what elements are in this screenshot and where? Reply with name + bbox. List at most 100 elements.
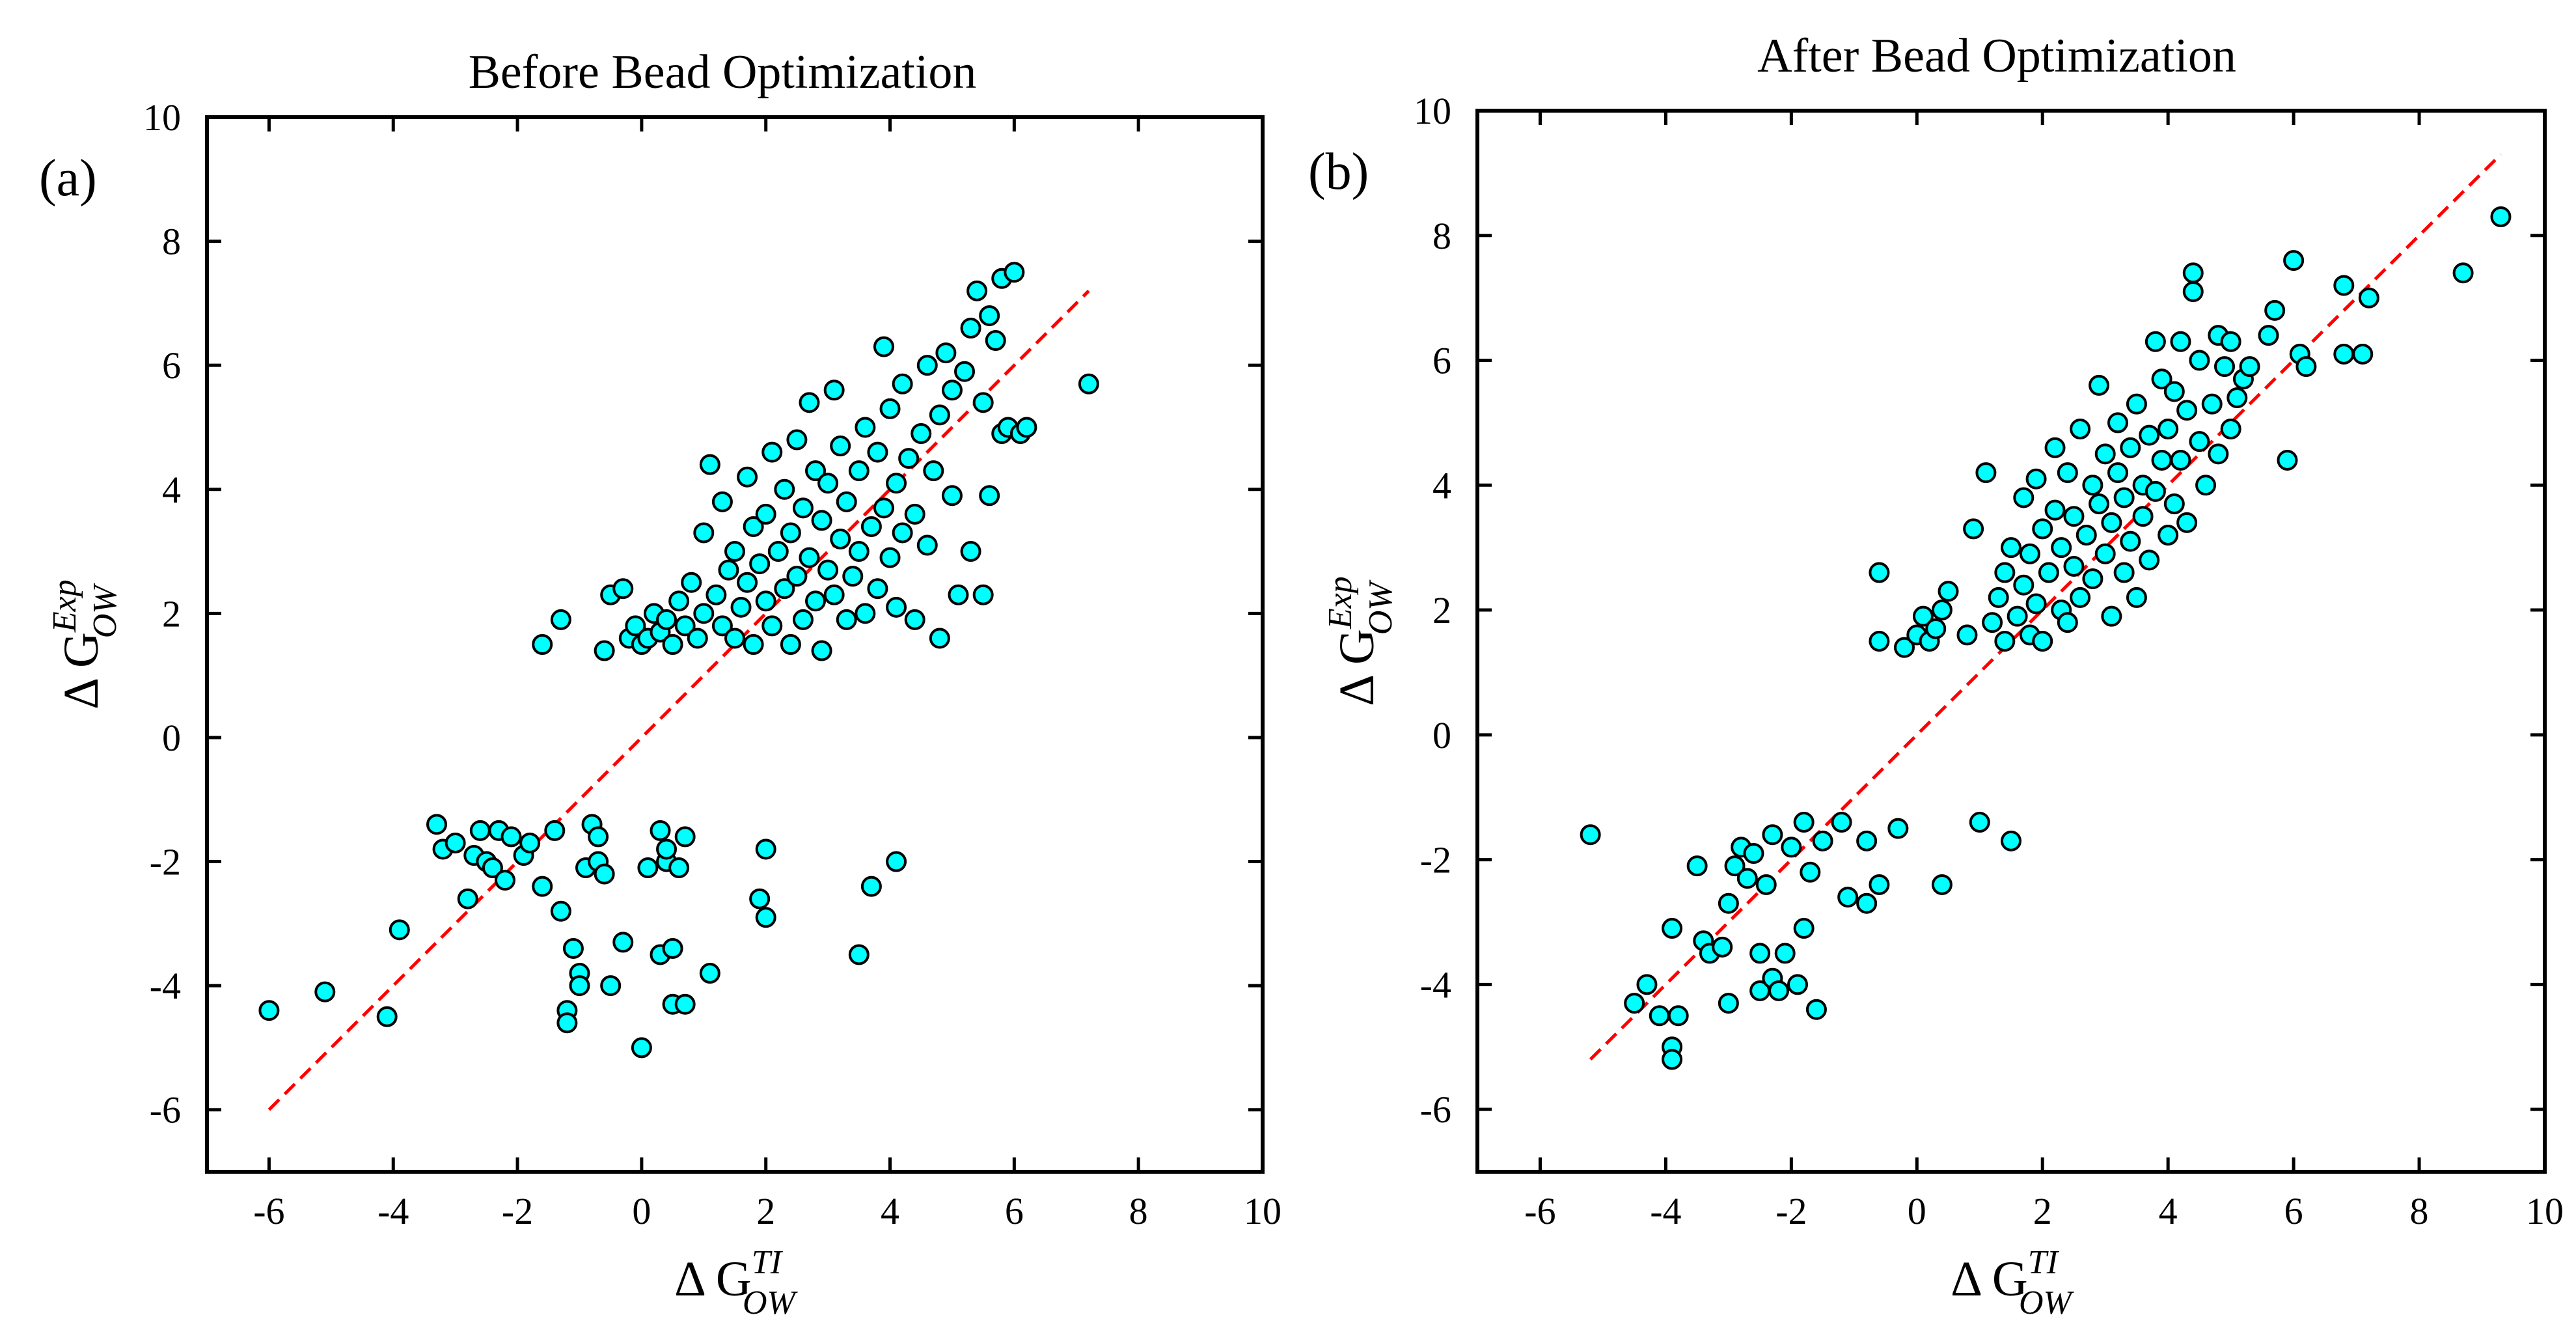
data-point (668, 590, 690, 612)
data-point (594, 640, 615, 661)
plot-frame (205, 115, 1265, 1174)
data-point (855, 417, 876, 438)
data-point (2490, 206, 2512, 227)
data-point (2107, 462, 2128, 484)
data-point (2107, 412, 2128, 434)
x-tick-label: 2 (756, 1190, 775, 1232)
data-point (830, 436, 851, 457)
data-point (1963, 518, 1984, 540)
data-point (836, 609, 857, 630)
x-tick-label: 8 (1129, 1190, 1148, 1232)
data-point (662, 634, 683, 655)
data-point (2057, 462, 2078, 484)
data-point (693, 603, 715, 624)
data-point (656, 609, 678, 630)
data-point (674, 615, 696, 637)
data-point (2057, 612, 2078, 633)
data-point (743, 634, 764, 655)
y-axis-label-sup: Exp (1322, 576, 1359, 629)
data-point (2001, 830, 2021, 851)
data-point (929, 404, 950, 426)
data-point (532, 876, 553, 897)
data-point (755, 503, 776, 525)
data-point (2082, 475, 2103, 496)
data-point (2452, 262, 2474, 284)
data-point (1925, 618, 1947, 639)
data-point (1580, 824, 1601, 846)
data-point (1667, 1005, 1689, 1027)
data-point (886, 473, 907, 494)
data-point (2126, 587, 2147, 608)
identity-line (267, 290, 1090, 1111)
data-point (1736, 868, 1758, 889)
data-point (1800, 861, 1821, 883)
panel-b: -6 -4 -2 0 2 4 6 8 10 -6 -4 -2 0 2 4 6 8 10 After Bead Opt… (1308, 29, 2564, 1321)
data-point (1686, 855, 1708, 877)
data-point (2214, 356, 2235, 378)
data-point (1869, 874, 1890, 895)
data-point (711, 491, 733, 512)
data-point (2189, 431, 2210, 452)
plot-frame (1475, 109, 2547, 1174)
data-point (1994, 562, 2016, 583)
data-point (886, 596, 907, 618)
x-tick-label: 6 (1005, 1190, 1024, 1232)
data-point (687, 628, 708, 649)
data-point (562, 937, 584, 959)
data-point (848, 460, 870, 482)
data-point (2182, 262, 2204, 284)
data-point (569, 975, 590, 997)
x-tick-label: 6 (2284, 1190, 2303, 1232)
data-point (848, 541, 870, 562)
y-tick-label: 4 (1432, 464, 1451, 506)
data-point (873, 497, 894, 519)
data-point (879, 398, 901, 419)
y-axis-label-main: Δ G (1330, 629, 1384, 706)
data-point (2220, 419, 2241, 439)
data-point (314, 981, 336, 1003)
data-point (737, 572, 758, 593)
data-point (612, 578, 634, 600)
data-point (1931, 874, 1953, 895)
data-point (1662, 1049, 1683, 1070)
data-point (2295, 356, 2317, 378)
data-point (2082, 568, 2103, 590)
data-point (519, 832, 541, 853)
data-point (780, 522, 801, 544)
y-tick-label: 8 (1432, 215, 1451, 257)
data-point (811, 510, 832, 531)
x-tick-label: 0 (632, 1190, 651, 1232)
x-axis-label: Δ GTI OW (674, 1244, 798, 1321)
panel-label: (b) (1308, 143, 1369, 201)
chart-title: Before Bead Optimization (469, 46, 977, 99)
data-point (1982, 612, 2003, 633)
data-point (2158, 419, 2179, 439)
y-tick-label: -2 (1420, 839, 1451, 881)
data-point (612, 932, 634, 953)
data-point (699, 454, 720, 475)
data-point (792, 609, 814, 630)
data-point (2176, 400, 2198, 421)
data-point (2001, 537, 2021, 559)
data-point (979, 485, 1000, 506)
data-point (761, 441, 783, 463)
data-point (774, 578, 795, 600)
x-axis-label-sub: OW (2019, 1284, 2075, 1321)
data-point (494, 870, 515, 891)
y-tick-label: 6 (1432, 340, 1451, 382)
data-point (811, 640, 832, 661)
data-point (1793, 812, 1815, 833)
data-point (730, 596, 752, 618)
data-point (1743, 843, 1764, 864)
data-point (979, 305, 1000, 326)
data-point (941, 485, 963, 506)
data-point (972, 392, 994, 413)
data-point (711, 615, 733, 637)
data-point (848, 944, 870, 965)
x-tick-label: -4 (1650, 1190, 1681, 1232)
data-point (1856, 830, 1878, 851)
data-point (2352, 343, 2374, 365)
y-tick-label: 0 (1432, 714, 1451, 756)
data-point (1831, 812, 1852, 833)
data-point (1869, 631, 1890, 652)
